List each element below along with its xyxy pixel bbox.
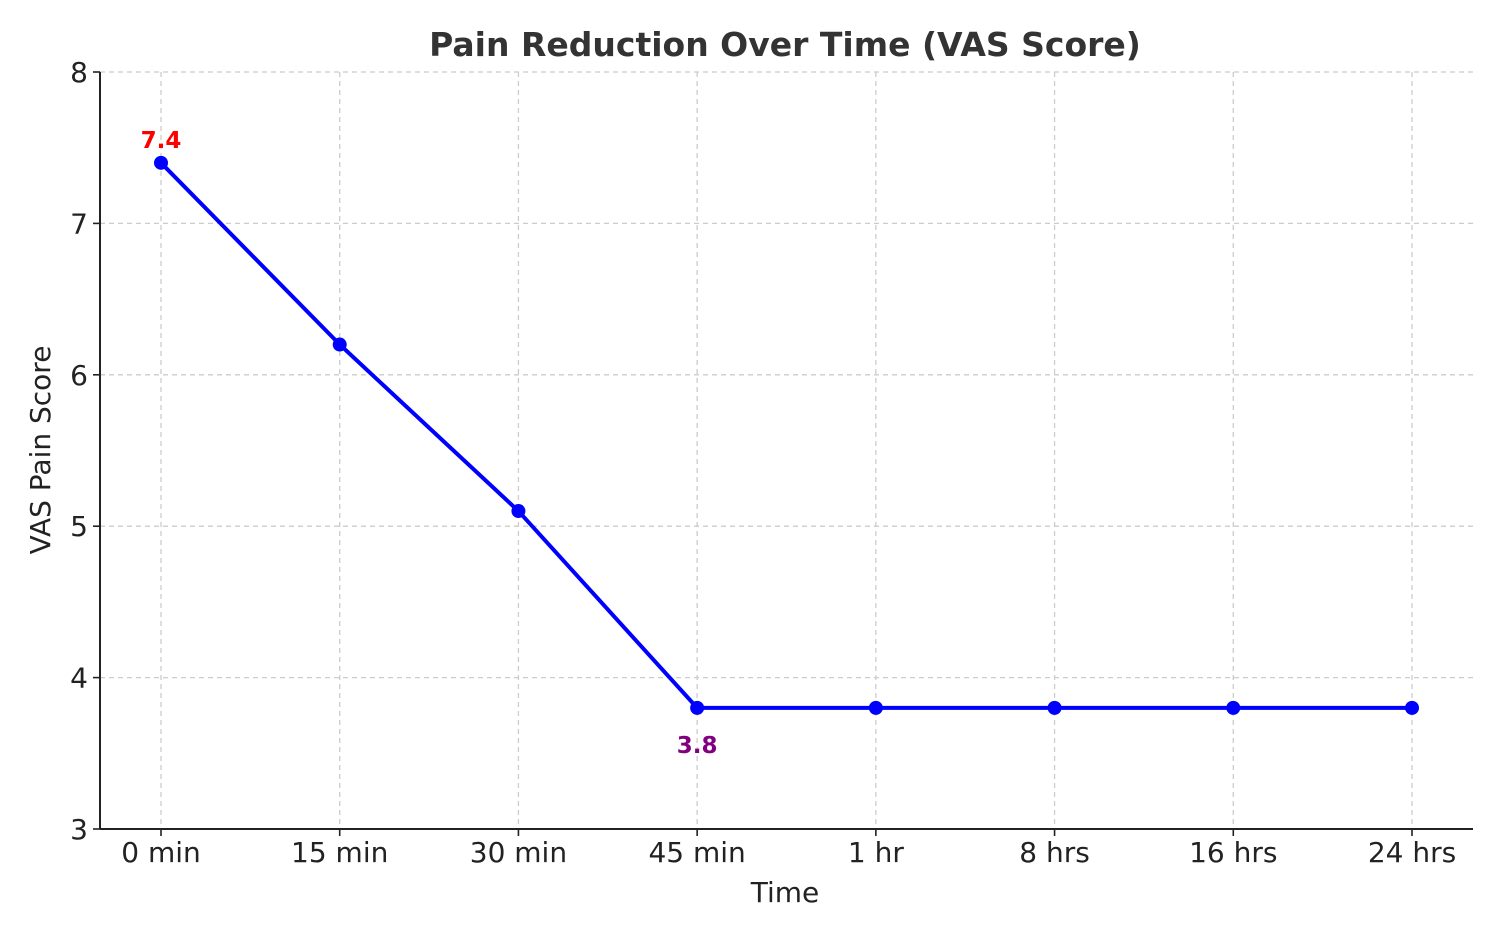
x-tick-label: 30 min	[470, 836, 567, 869]
data-label: 3.8	[677, 733, 718, 759]
labels-layer: 7.4 3.8	[141, 128, 718, 759]
data-point	[154, 155, 168, 170]
x-tick-label: 16 hrs	[1189, 836, 1277, 869]
series-layer	[154, 155, 1419, 715]
data-label: 7.4	[141, 128, 182, 154]
x-axis-label: Time	[750, 876, 820, 909]
x-tick-label: 45 min	[648, 836, 745, 869]
y-tick-label: 6	[70, 359, 88, 392]
x-tick-label: 0 min	[121, 836, 201, 869]
y-tick-label: 8	[70, 56, 88, 89]
y-tick-label: 5	[70, 510, 88, 543]
x-tick-label: 24 hrs	[1368, 836, 1456, 869]
data-point	[511, 504, 526, 519]
y-tick-label: 4	[70, 662, 88, 695]
x-tick-label: 1 hr	[848, 836, 904, 869]
x-tick-label: 8 hrs	[1019, 836, 1090, 869]
data-point	[868, 700, 883, 715]
data-point	[1405, 700, 1419, 715]
data-point	[1226, 700, 1241, 715]
data-point	[332, 337, 347, 352]
series-line	[159, 161, 1412, 710]
y-tick-label: 3	[70, 813, 88, 846]
data-point	[1047, 700, 1062, 715]
axes: 3 4 5 6 7 8 0 min 15 min 30 min 45 min 1 hr 8 hrs 16…	[70, 56, 1473, 869]
y-tick-label: 7	[70, 207, 88, 240]
y-axis-label: VAS Pain Score	[24, 346, 57, 555]
data-point	[690, 700, 705, 715]
x-tick-label: 15 min	[291, 836, 388, 869]
grid	[100, 71, 1473, 830]
chart-title: Pain Reduction Over Time (VAS Score)	[429, 25, 1141, 64]
